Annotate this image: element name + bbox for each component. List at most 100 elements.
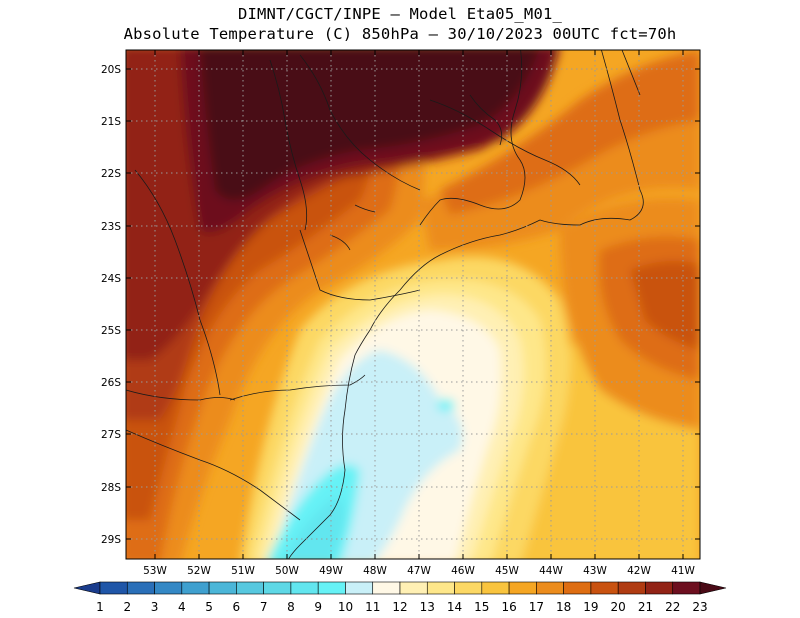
colorbar-label: 5 xyxy=(205,600,213,614)
state-border-pr-sc xyxy=(229,374,366,401)
lat-label: 23S xyxy=(101,221,121,233)
lat-label: 22S xyxy=(101,168,121,180)
coastlines-borders xyxy=(126,50,644,559)
colorbar-swatches xyxy=(73,581,727,595)
colorbar-swatch xyxy=(317,581,346,595)
colorbar-label: 19 xyxy=(583,600,598,614)
colorbar-label: 21 xyxy=(638,600,653,614)
map-frame xyxy=(125,49,701,560)
latitude-labels: 20S 21S 22S 23S 24S 25S 26S 27S 28S 29S xyxy=(101,64,121,546)
colorbar-label: 13 xyxy=(420,600,435,614)
colorbar-swatch xyxy=(208,581,237,595)
colorbar-label: 14 xyxy=(447,600,462,614)
atlantic-coastline xyxy=(287,50,644,559)
state-border-sc-rs xyxy=(126,429,301,521)
colorbar-swatch xyxy=(426,581,455,595)
lon-label: 53W xyxy=(143,565,167,577)
colorbar-label: 2 xyxy=(123,600,131,614)
lat-label: 29S xyxy=(101,534,121,546)
lat-label: 25S xyxy=(101,325,121,337)
field-region-19-north xyxy=(440,50,700,215)
lat-label: 26S xyxy=(101,377,121,389)
colorbar-swatch xyxy=(345,581,374,595)
lon-label: 43W xyxy=(583,565,607,577)
map-title-line1: DIMNT/CGCT/INPE — Model Eta05_M01_ xyxy=(237,5,563,23)
river-parana-north xyxy=(299,54,421,191)
colorbar-arrow-low xyxy=(73,581,101,595)
colorbar-label: 20 xyxy=(611,600,626,614)
colorbar-swatch xyxy=(263,581,292,595)
colorbar-swatch xyxy=(154,581,183,595)
colorbar-label: 8 xyxy=(287,600,295,614)
colorbar-label: 17 xyxy=(529,600,544,614)
colorbar-swatch xyxy=(672,581,701,595)
state-border-mg-es xyxy=(469,94,503,146)
colorbar-swatch xyxy=(236,581,264,595)
lon-label: 48W xyxy=(363,565,387,577)
colorbar-label: 10 xyxy=(338,600,353,614)
state-border-es xyxy=(621,50,641,96)
colorbar-label: 11 xyxy=(365,600,380,614)
lon-label: 45W xyxy=(495,565,519,577)
colorbar-label: 23 xyxy=(692,600,707,614)
colorbar-label: 15 xyxy=(474,600,489,614)
colorbar-label: 4 xyxy=(178,600,186,614)
colorbar-label: 3 xyxy=(151,600,159,614)
colorbar-swatch xyxy=(181,581,210,595)
graticule xyxy=(126,50,700,559)
border-paraguay xyxy=(134,169,221,396)
colorbar-swatch xyxy=(126,581,155,595)
map-title-line2: Absolute Temperature (C) 850hPa — 30/10/… xyxy=(123,25,677,43)
colorbar-label: 1 xyxy=(96,600,104,614)
lat-label: 24S xyxy=(101,273,121,285)
colorbar-swatch xyxy=(99,581,128,595)
colorbar-swatch xyxy=(454,581,483,595)
field-cool-patch xyxy=(437,399,455,411)
border-argentina xyxy=(126,389,236,401)
colorbar-swatch xyxy=(536,581,564,595)
lon-label: 42W xyxy=(627,565,651,577)
state-border-mg-rj xyxy=(429,99,581,186)
state-border-sp-pr xyxy=(299,229,421,301)
colorbar-arrow-high xyxy=(699,581,727,595)
colorbar-swatch xyxy=(563,581,592,595)
colorbar-label: 6 xyxy=(233,600,241,614)
axis-ticks xyxy=(126,50,700,559)
lon-label: 47W xyxy=(407,565,431,577)
colorbar-label: 12 xyxy=(392,600,407,614)
lon-label: 49W xyxy=(319,565,343,577)
lon-label: 41W xyxy=(671,565,695,577)
lat-label: 20S xyxy=(101,64,121,76)
lat-label: 28S xyxy=(101,482,121,494)
colorbar-swatch xyxy=(590,581,619,595)
longitude-labels: 53W 52W 51W 50W 49W 48W 47W 46W 45W 44W … xyxy=(143,565,695,577)
colorbar-label: 22 xyxy=(665,600,680,614)
field-region-20-east xyxy=(630,261,700,350)
lat-label: 21S xyxy=(101,116,121,128)
field-region-9 xyxy=(283,497,345,559)
lat-label: 27S xyxy=(101,429,121,441)
colorbar-label: 18 xyxy=(556,600,571,614)
colorbar-swatch xyxy=(481,581,510,595)
temperature-field xyxy=(126,50,700,559)
colorbar-swatch xyxy=(290,581,319,595)
lon-label: 52W xyxy=(187,565,211,577)
colorbar-swatch xyxy=(508,581,537,595)
colorbar-labels: 1 2 3 4 5 6 7 8 9 10 11 12 13 14 15 16 17 18 19 20 21 22 23 xyxy=(96,600,707,614)
lon-label: 44W xyxy=(539,565,563,577)
colorbar-label: 7 xyxy=(260,600,268,614)
reservoir-lines xyxy=(329,204,376,251)
colorbar-swatch xyxy=(645,581,674,595)
state-border-sp-mg xyxy=(419,50,526,226)
colorbar-label: 9 xyxy=(314,600,322,614)
lon-label: 51W xyxy=(231,565,255,577)
lon-label: 50W xyxy=(275,565,299,577)
colorbar-swatch xyxy=(399,581,428,595)
colorbar-label: 16 xyxy=(501,600,516,614)
river-parana-upper xyxy=(269,59,308,231)
lon-label: 46W xyxy=(451,565,475,577)
field-region-23plus xyxy=(200,50,539,200)
colorbar-swatch xyxy=(617,581,646,595)
